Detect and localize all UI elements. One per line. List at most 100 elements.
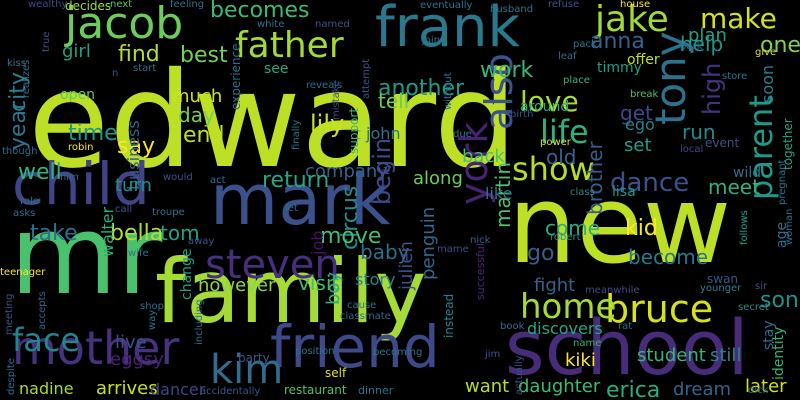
word-visit: visit <box>298 271 340 295</box>
word-including: including <box>194 299 205 345</box>
word-dick: dick <box>748 385 769 396</box>
word-face: face <box>12 321 81 359</box>
word-bruce: bruce <box>605 287 714 331</box>
word-instead: instead <box>442 293 456 338</box>
word-despite: despite <box>6 358 17 395</box>
word-white: white <box>257 19 285 30</box>
word-name: name <box>573 338 602 349</box>
word-meanwhile: meanwhile <box>585 285 640 296</box>
word-kiki: kiki <box>565 350 596 371</box>
word-daughter: daughter <box>518 376 601 397</box>
word-move: move <box>320 224 382 249</box>
word-well: well <box>18 160 62 185</box>
word-company: company <box>305 161 388 182</box>
word-due: due <box>453 129 472 140</box>
word-park: park <box>680 41 703 52</box>
word-time: time <box>68 121 118 146</box>
word-one: one <box>760 33 800 58</box>
word-ego: ego <box>625 115 655 134</box>
word-friend: friend <box>270 313 440 381</box>
word-child: child <box>12 150 150 218</box>
word-join: join <box>422 35 441 46</box>
word-wealthy: wealthy <box>28 0 68 10</box>
word-go: go <box>527 241 555 266</box>
word-restaurant: restaurant <box>284 383 347 397</box>
word-party: party <box>238 351 270 365</box>
word-penguin: penguin <box>418 206 439 280</box>
word-cause: cause <box>347 300 377 311</box>
word-store: store <box>722 71 748 82</box>
word-class: class <box>570 187 595 198</box>
word-much: much <box>172 86 223 107</box>
word-around: around <box>520 99 570 115</box>
word-start: start <box>133 63 157 74</box>
word-show: show <box>512 150 595 188</box>
word-robin: robin <box>68 142 94 153</box>
word-swan: swan <box>707 272 739 286</box>
word-tell: tell <box>378 89 410 113</box>
word-successful: successful <box>474 243 487 300</box>
word-accepts: accepts <box>37 291 48 330</box>
word-pregnant: pregnant <box>777 159 788 205</box>
word-father: father <box>235 25 344 66</box>
word-troupe: troupe <box>152 207 185 218</box>
word-break: break <box>630 89 659 100</box>
word-support: support <box>347 107 361 154</box>
word-school: school <box>505 303 749 392</box>
word-husband: husband <box>490 4 534 15</box>
word-call: call <box>115 204 133 215</box>
word-mother: mother <box>12 321 180 375</box>
word-meet: meet <box>708 175 760 199</box>
word-boy: boy <box>323 271 344 305</box>
word-give: give <box>755 47 777 58</box>
word-film: film <box>60 172 79 183</box>
word-son: son <box>760 288 799 313</box>
word-family: family <box>155 240 427 343</box>
word-baby: baby <box>360 240 410 264</box>
word-turn: turn <box>115 175 152 196</box>
word-named: named <box>315 19 350 30</box>
word-attempt: attempt <box>361 58 372 99</box>
word-n: n <box>112 68 119 79</box>
word-mistake: mistake <box>331 80 342 120</box>
word-teenager: teenager <box>0 267 46 278</box>
word-year: year <box>6 100 31 150</box>
word-secret: secret <box>738 302 769 313</box>
word-frank: frank <box>375 0 520 60</box>
word-student: student <box>637 345 706 366</box>
word-edward: edward <box>28 44 518 198</box>
word-local: local <box>680 144 704 155</box>
word-help: help <box>680 32 724 56</box>
word-mame: mame <box>437 244 469 255</box>
word-meeting: meeting <box>4 293 15 335</box>
word-would: would <box>163 172 193 183</box>
word-return: return <box>262 168 330 193</box>
word-lily: lily <box>310 110 345 138</box>
word-back: back <box>462 146 505 167</box>
word-jim: jim <box>485 349 501 360</box>
word-walter: walter <box>98 206 117 257</box>
word-actually: actually <box>514 355 525 396</box>
word-love: love <box>520 85 579 118</box>
word-becoming: becoming <box>373 347 423 358</box>
word-home: home <box>520 287 617 327</box>
word-become: become <box>628 245 709 269</box>
word-realizes: realizes <box>21 59 32 98</box>
word-steven: steven <box>205 242 340 288</box>
word-kid: kid <box>625 216 658 241</box>
word-new: new <box>508 163 732 288</box>
word-soon: soon <box>758 64 777 103</box>
word-accidentally: accidentally <box>200 386 261 397</box>
word-birth: birth <box>510 109 534 120</box>
word-nick: nick <box>470 235 491 246</box>
word-reveals: reveals <box>306 80 343 91</box>
word-younger: younger <box>700 283 742 294</box>
word-wife: wife <box>128 248 149 259</box>
word-wild: wild <box>733 165 762 181</box>
word-dinner: dinner <box>358 384 394 397</box>
word-along: along <box>413 168 463 189</box>
word-come: come <box>545 216 601 240</box>
word-jacob: jacob <box>65 0 184 49</box>
word-jake: jake <box>595 0 669 40</box>
word-decides: decides <box>65 0 112 13</box>
